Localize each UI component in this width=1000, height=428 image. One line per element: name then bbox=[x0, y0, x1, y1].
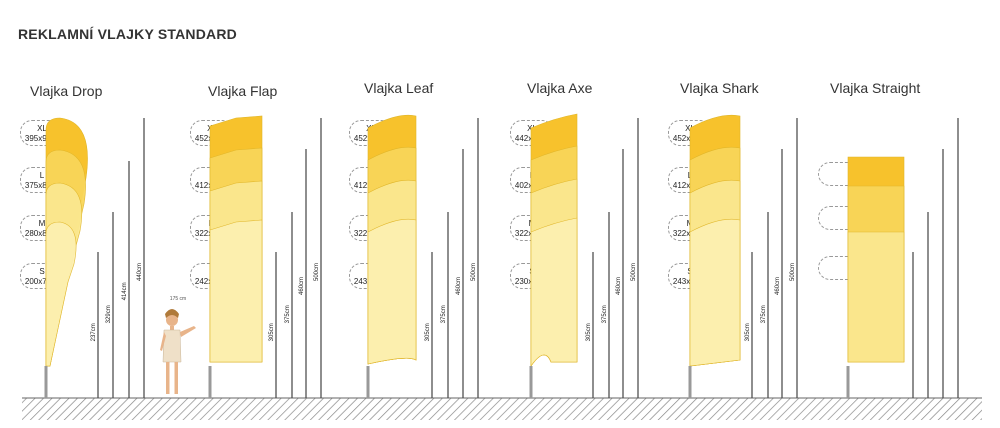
size-dimension-value: 412x89 bbox=[672, 181, 700, 190]
person-height-label: 175 cm bbox=[170, 296, 186, 302]
height-label: 460cm bbox=[299, 277, 305, 295]
ground-hatch bbox=[22, 398, 982, 420]
height-label: 375cm bbox=[602, 305, 608, 323]
person-arm-left bbox=[160, 332, 166, 351]
size-dimension-value: 322x82 bbox=[672, 229, 700, 238]
flag-shape-size-3 bbox=[847, 231, 905, 363]
flag-group-6 bbox=[846, 118, 959, 398]
size-dimension-value: 452x89 bbox=[194, 134, 222, 143]
flag-group-3: 305cm 375cm 460cm 500cm bbox=[366, 114, 479, 398]
size-dimension-value: 412x89 bbox=[353, 181, 381, 190]
height-label: 237cm bbox=[91, 323, 97, 341]
person-dress bbox=[162, 329, 182, 363]
flag-name: Vlajka Shark bbox=[680, 80, 759, 96]
flag-name: Vlajka Straight bbox=[830, 80, 921, 96]
size-label: L bbox=[39, 171, 45, 180]
flag-group-1: 237cm 329cm 414cm 440cm bbox=[44, 117, 145, 398]
flag-shape-size-4 bbox=[689, 218, 741, 367]
height-label: 305cm bbox=[745, 323, 751, 341]
size-dimension-value: 452x89 bbox=[672, 134, 700, 143]
size-dimension-value: 412x89 bbox=[194, 181, 222, 190]
flag-shape-size-4 bbox=[209, 219, 263, 363]
page-title: REKLAMNÍ VLAJKY STANDARD bbox=[18, 26, 237, 42]
person-hair bbox=[165, 309, 179, 318]
flag-name: Vlajka Leaf bbox=[364, 80, 434, 96]
height-label: 460cm bbox=[616, 277, 622, 295]
person-head bbox=[166, 314, 178, 326]
person-figure: 175 cm bbox=[160, 296, 196, 394]
person-arm-right bbox=[180, 326, 196, 337]
height-label: 460cm bbox=[456, 277, 462, 295]
size-dimension-value: 200x75 bbox=[24, 277, 52, 286]
size-dimension-value: 230x60 bbox=[514, 277, 542, 286]
size-dimension-value: 243x60 bbox=[672, 277, 700, 286]
person-leg-left bbox=[166, 362, 170, 394]
size-dimension-value: 242x60 bbox=[194, 277, 222, 286]
height-label: 414cm bbox=[122, 282, 128, 300]
flag-name: Vlajka Axe bbox=[527, 80, 593, 96]
flag-group-5: 305cm 375cm 460cm 500cm bbox=[688, 114, 798, 398]
size-dimension-value: 402x89 bbox=[514, 181, 542, 190]
flag-shape-size-4 bbox=[367, 218, 417, 365]
flag-shape-size-4 bbox=[530, 217, 578, 367]
size-dimension-value: 442x89 bbox=[514, 134, 542, 143]
height-label: 375cm bbox=[761, 305, 767, 323]
height-label: 305cm bbox=[269, 323, 275, 341]
height-label: 500cm bbox=[631, 263, 637, 281]
height-label: 460cm bbox=[775, 277, 781, 295]
size-label: S bbox=[39, 267, 45, 276]
size-label: XL bbox=[37, 124, 47, 133]
height-label: 500cm bbox=[471, 263, 477, 281]
height-label: 305cm bbox=[425, 323, 431, 341]
height-label: 329cm bbox=[106, 305, 112, 323]
size-dimension-value: 375x85 bbox=[24, 181, 52, 190]
height-label: 500cm bbox=[314, 263, 320, 281]
size-dimension-value: 322x82 bbox=[194, 229, 222, 238]
flag-group-4: 305cm 375cm 460cm 500cm bbox=[529, 113, 639, 398]
flag-group-2: 305cm 375cm 460cm 500cm bbox=[208, 115, 322, 398]
size-dimension-value: 395x95 bbox=[24, 134, 52, 143]
size-label: M bbox=[38, 219, 46, 228]
flag-name: Vlajka Flap bbox=[208, 83, 278, 99]
person-leg-right bbox=[174, 362, 178, 394]
height-label: 375cm bbox=[285, 305, 291, 323]
flag-name: Vlajka Drop bbox=[30, 83, 103, 99]
size-dimension-value: 452x89 bbox=[353, 134, 381, 143]
size-dimension-value: 322x82 bbox=[514, 229, 542, 238]
size-dimension-value: 243x60 bbox=[353, 277, 381, 286]
height-label: 305cm bbox=[586, 323, 592, 341]
height-label: 375cm bbox=[441, 305, 447, 323]
flag-shape-size-4 bbox=[45, 221, 77, 367]
height-label: 440cm bbox=[137, 263, 143, 281]
size-dimension-value: 322x82 bbox=[353, 229, 381, 238]
person-neck bbox=[170, 326, 174, 330]
size-dimension-value: 280x85 bbox=[24, 229, 52, 238]
height-label: 500cm bbox=[790, 263, 796, 281]
